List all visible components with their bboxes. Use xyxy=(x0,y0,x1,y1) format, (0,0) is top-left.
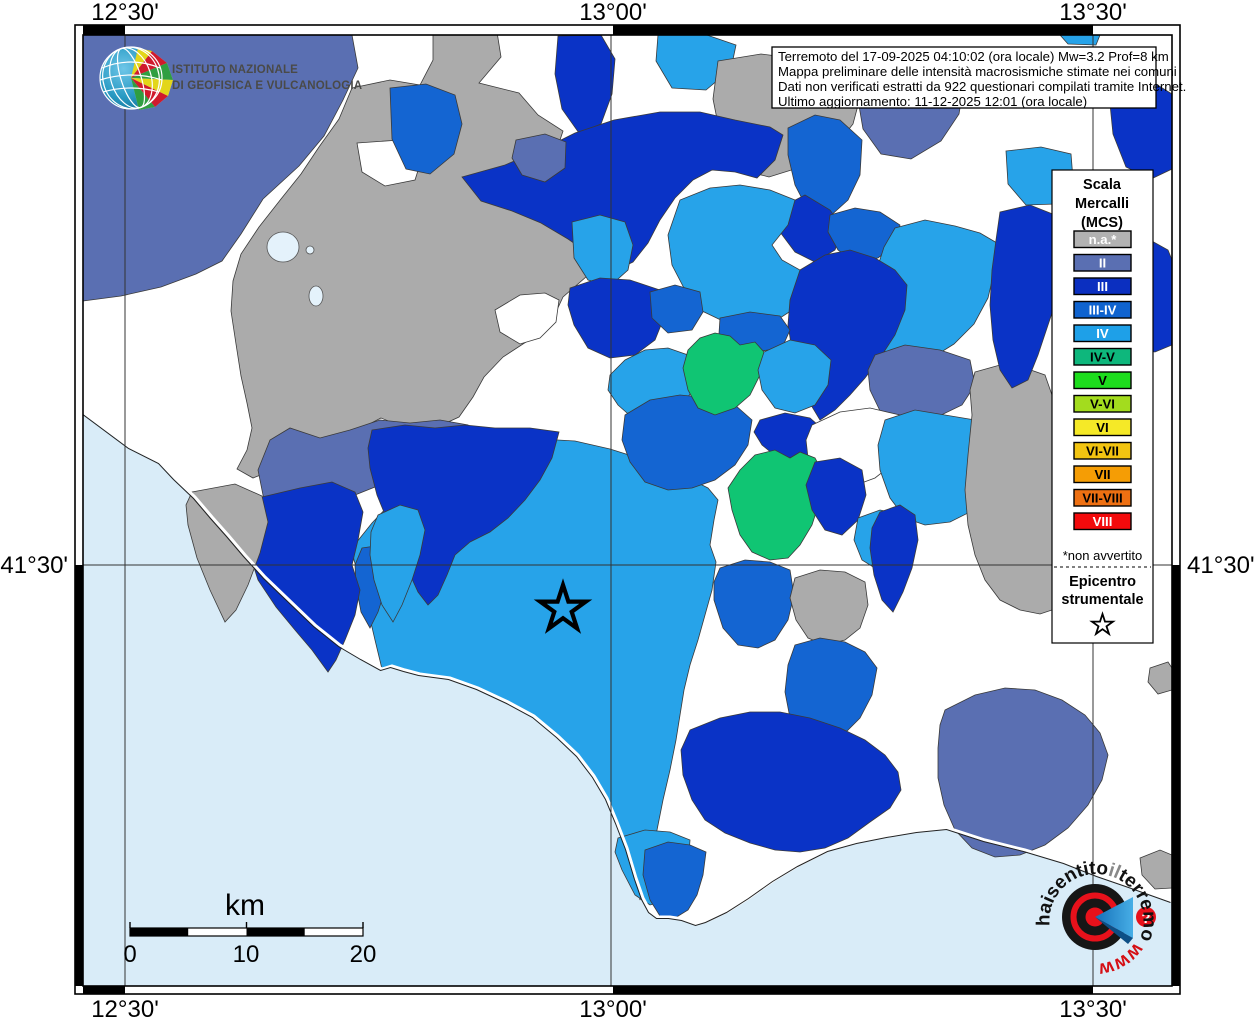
svg-text:V-VI: V-VI xyxy=(1090,397,1115,412)
svg-text:Scala: Scala xyxy=(1083,177,1122,193)
svg-text:Epicentro: Epicentro xyxy=(1069,574,1136,590)
svg-text:41°30': 41°30' xyxy=(0,552,68,579)
svg-text:13°00': 13°00' xyxy=(579,0,647,26)
svg-text:Terremoto del 17-09-2025 04:10: Terremoto del 17-09-2025 04:10:02 (ora l… xyxy=(778,49,1169,64)
svg-text:VI-VII: VI-VII xyxy=(1086,444,1119,459)
svg-text:41°30': 41°30' xyxy=(1187,552,1255,579)
svg-text:20: 20 xyxy=(350,941,377,968)
svg-text:III: III xyxy=(1097,279,1108,294)
svg-text:13°30': 13°30' xyxy=(1059,996,1127,1023)
svg-text:II: II xyxy=(1099,256,1106,271)
svg-text:Mercalli: Mercalli xyxy=(1075,196,1129,212)
svg-text:*non avvertito: *non avvertito xyxy=(1063,548,1143,563)
svg-text:strumentale: strumentale xyxy=(1061,592,1143,608)
svg-text:ISTITUTO NAZIONALE: ISTITUTO NAZIONALE xyxy=(172,64,298,76)
svg-text:?: ? xyxy=(1141,910,1150,927)
svg-text:(MCS): (MCS) xyxy=(1081,215,1123,231)
svg-text:VII-VIII: VII-VIII xyxy=(1082,491,1122,506)
svg-text:Mappa preliminare delle intens: Mappa preliminare delle intensità macros… xyxy=(778,64,1177,79)
svg-text:12°30': 12°30' xyxy=(91,996,159,1023)
svg-text:13°30': 13°30' xyxy=(1059,0,1127,26)
svg-text:III-IV: III-IV xyxy=(1089,303,1117,318)
svg-text:IV-V: IV-V xyxy=(1090,350,1115,365)
svg-text:n.a.*: n.a.* xyxy=(1089,232,1118,247)
svg-text:Ultimo aggiornamento: 11-12-20: Ultimo aggiornamento: 11-12-2025 12:01 (… xyxy=(778,94,1087,109)
svg-text:12°30': 12°30' xyxy=(91,0,159,26)
svg-text:VII: VII xyxy=(1094,467,1110,482)
svg-text:VI: VI xyxy=(1096,420,1108,435)
svg-text:Dati non verificati estratti d: Dati non verificati estratti da 922 ques… xyxy=(778,79,1186,94)
svg-text:0: 0 xyxy=(123,941,136,968)
svg-text:V: V xyxy=(1098,373,1107,388)
svg-text:13°00': 13°00' xyxy=(579,996,647,1023)
svg-text:km: km xyxy=(225,889,265,922)
svg-text:VIII: VIII xyxy=(1093,514,1113,529)
svg-text:IV: IV xyxy=(1096,326,1109,341)
svg-text:10: 10 xyxy=(233,941,260,968)
svg-text:DI GEOFISICA E VULCANOLOGIA: DI GEOFISICA E VULCANOLOGIA xyxy=(172,80,362,92)
